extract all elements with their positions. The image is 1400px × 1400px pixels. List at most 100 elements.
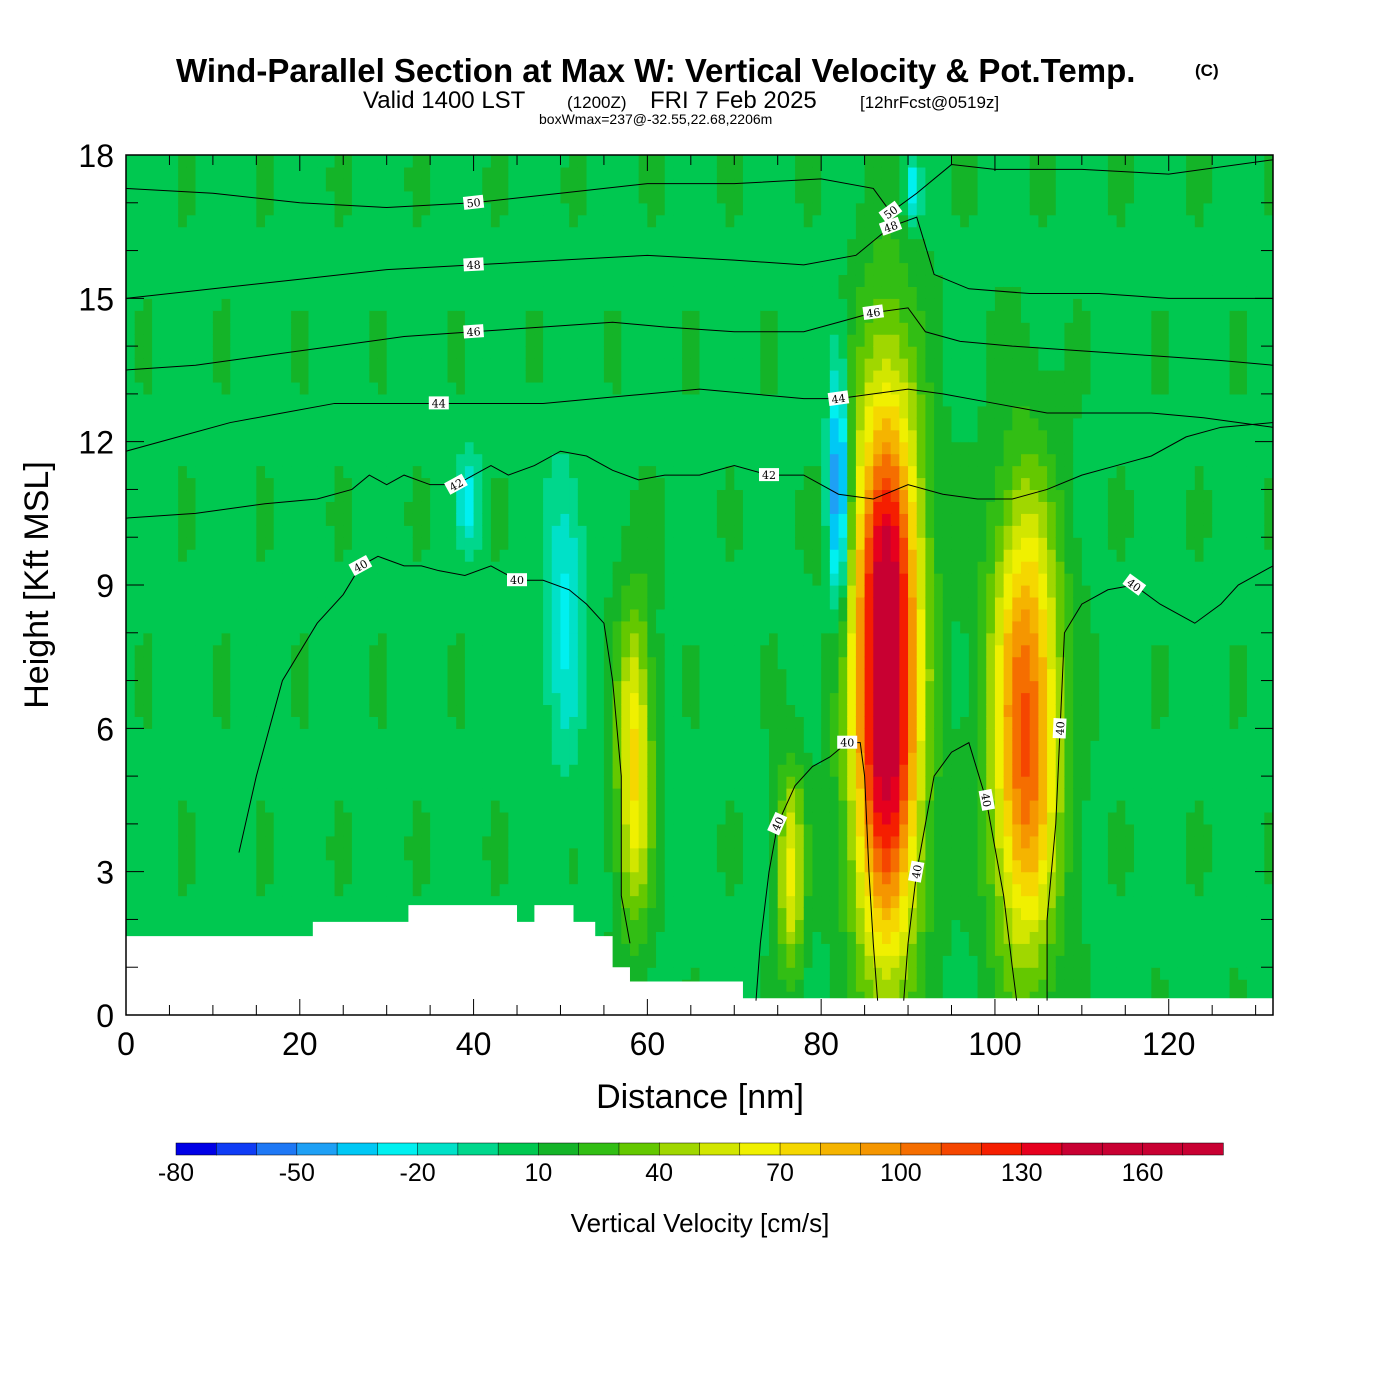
velocity-cell: [482, 716, 492, 729]
velocity-cell: [195, 417, 205, 431]
velocity-cell: [612, 847, 622, 861]
velocity-cell: [152, 178, 162, 192]
velocity-cell: [673, 680, 683, 694]
velocity-cell: [299, 895, 310, 909]
velocity-cell: [629, 501, 640, 514]
velocity-cell: [534, 453, 544, 467]
velocity-cell: [360, 429, 370, 443]
velocity-cell: [325, 513, 336, 526]
velocity-cell: [690, 740, 701, 753]
velocity-cell: [577, 155, 588, 168]
velocity-cell: [299, 823, 310, 837]
velocity-cell: [586, 453, 596, 467]
velocity-cell: [517, 381, 527, 395]
velocity-cell: [126, 692, 136, 706]
velocity-cell: [369, 573, 379, 586]
velocity-cell: [708, 823, 718, 837]
velocity-cell: [186, 919, 197, 932]
velocity-cell: [377, 166, 388, 180]
velocity-cell: [334, 155, 344, 168]
velocity-cell: [473, 381, 483, 395]
velocity-cell: [126, 728, 136, 741]
velocity-cell: [490, 525, 501, 538]
velocity-cell: [690, 417, 701, 431]
velocity-cell: [534, 680, 544, 694]
velocity-cell: [273, 441, 284, 455]
velocity-cell: [629, 728, 640, 741]
velocity-cell: [725, 823, 735, 837]
velocity-cell: [517, 417, 527, 431]
velocity-cell: [543, 155, 553, 168]
velocity-cell: [456, 298, 466, 311]
velocity-cell: [238, 596, 249, 610]
velocity-cell: [612, 573, 622, 586]
velocity-cell: [421, 441, 431, 455]
velocity-cell: [186, 835, 197, 849]
velocity-cell: [152, 811, 162, 825]
velocity-cell: [534, 322, 544, 335]
velocity-cell: [586, 656, 596, 670]
velocity-cell: [430, 811, 440, 825]
velocity-cell: [682, 608, 692, 622]
velocity-cell: [438, 262, 449, 276]
velocity-cell: [682, 656, 692, 670]
velocity-cell: [360, 465, 370, 479]
velocity-cell: [534, 429, 544, 443]
velocity-cell: [656, 561, 666, 574]
velocity-cell: [603, 214, 614, 228]
velocity-cell: [256, 501, 266, 514]
velocity-cell: [325, 358, 336, 371]
velocity-cell: [490, 429, 501, 443]
velocity-cell: [638, 238, 648, 252]
velocity-cell: [282, 561, 292, 574]
velocity-cell: [638, 919, 648, 932]
velocity-cell: [421, 895, 431, 909]
velocity-cell: [169, 453, 179, 467]
velocity-cell: [682, 704, 692, 717]
velocity-cell: [656, 943, 666, 956]
velocity-cell: [690, 286, 701, 299]
velocity-cell: [551, 334, 562, 347]
velocity-cell: [560, 537, 570, 550]
velocity-cell: [551, 644, 562, 658]
velocity-cell: [464, 620, 475, 634]
velocity-cell: [664, 608, 675, 622]
velocity-cell: [569, 788, 579, 801]
velocity-cell: [456, 847, 466, 861]
velocity-cell: [508, 740, 518, 753]
velocity-cell: [621, 381, 631, 395]
velocity-cell: [412, 871, 423, 885]
velocity-cell: [360, 764, 370, 777]
velocity-cell: [334, 381, 344, 395]
velocity-cell: [325, 405, 336, 419]
velocity-cell: [299, 585, 310, 598]
velocity-cell: [621, 178, 631, 192]
velocity-cell: [186, 656, 197, 670]
velocity-cell: [490, 381, 501, 395]
velocity-cell: [395, 155, 405, 168]
velocity-cell: [421, 477, 431, 491]
velocity-cell: [299, 752, 310, 765]
velocity-cell: [577, 262, 588, 276]
velocity-cell: [430, 202, 440, 216]
velocity-cell: [134, 632, 144, 646]
velocity-cell: [673, 740, 683, 753]
velocity-cell: [438, 238, 449, 252]
velocity-cell: [195, 298, 205, 311]
velocity-cell: [412, 632, 423, 646]
velocity-cell: [195, 250, 205, 264]
velocity-cell: [473, 847, 483, 861]
velocity-cell: [560, 561, 570, 574]
velocity-cell: [412, 155, 423, 168]
velocity-cell: [551, 489, 562, 502]
velocity-cell: [273, 298, 284, 311]
velocity-cell: [343, 262, 353, 276]
velocity-cell: [369, 250, 379, 264]
velocity-cell: [343, 202, 353, 216]
velocity-cell: [586, 608, 596, 622]
velocity-cell: [482, 393, 492, 407]
velocity-cell: [238, 298, 249, 311]
velocity-cell: [265, 501, 275, 514]
velocity-cell: [560, 596, 570, 610]
velocity-cell: [464, 692, 475, 706]
